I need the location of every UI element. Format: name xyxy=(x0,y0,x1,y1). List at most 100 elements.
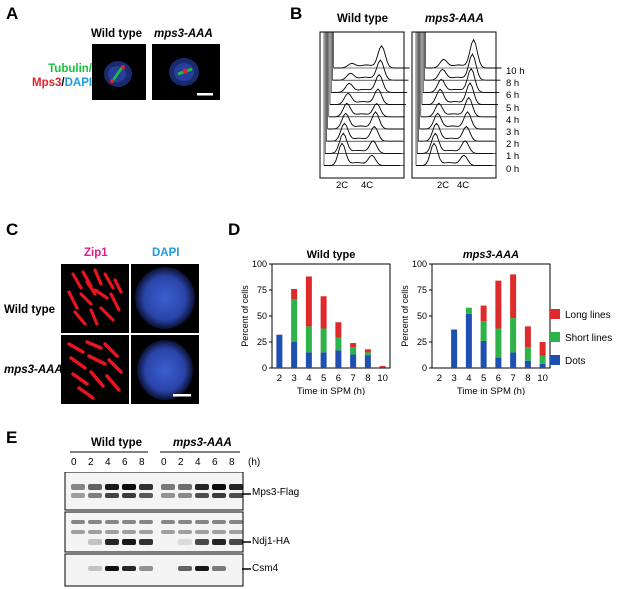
xtick-label: 10 xyxy=(377,373,388,384)
wt-2c-label: 2C xyxy=(336,180,349,191)
ytick-label: 25 xyxy=(257,337,267,347)
bar-short-lines xyxy=(364,352,371,356)
ytick-label: 100 xyxy=(412,259,427,269)
xtick-label: 4 xyxy=(466,373,471,384)
bar-dots xyxy=(451,329,458,368)
bar-short-lines xyxy=(305,326,312,353)
facs-trace xyxy=(423,67,500,93)
scale-bar xyxy=(197,93,213,96)
chart-frame-1 xyxy=(431,263,551,369)
facs-trace xyxy=(332,59,409,81)
bar-long-lines xyxy=(350,343,357,348)
blot-0 xyxy=(64,472,244,511)
panel-c-micrographs xyxy=(61,264,199,404)
panel-c-col-zip1: Zip1 xyxy=(84,247,108,259)
facs-trace xyxy=(419,111,496,130)
scale-bar-c xyxy=(173,394,191,397)
wt-4c-label: 4C xyxy=(361,180,374,191)
facs-trace xyxy=(416,142,492,167)
panel-a-label: A xyxy=(6,4,19,23)
bar-short-lines xyxy=(524,347,531,361)
bar-long-lines xyxy=(335,322,342,338)
bar-dots xyxy=(320,352,327,368)
timepoint-6: 2 h xyxy=(506,139,520,151)
xtick-label: 3 xyxy=(451,373,456,384)
legend-long-lines: Long lines xyxy=(550,304,612,327)
bar-dots xyxy=(305,352,312,368)
ylabel-0: Percent of cells xyxy=(240,285,250,347)
ytick-label: 25 xyxy=(417,337,427,347)
facs-trace xyxy=(333,44,410,69)
xtick-label: 8 xyxy=(365,373,370,384)
panel-a-micrographs xyxy=(92,44,220,100)
bar-short-lines xyxy=(350,347,357,355)
legend-label-dots: Dots xyxy=(565,356,586,367)
chart-frame-0 xyxy=(271,263,391,369)
bar-long-lines xyxy=(539,342,546,356)
legend-swatch-long xyxy=(550,309,560,319)
bar-short-lines xyxy=(291,299,298,342)
bar-short-lines xyxy=(465,307,472,314)
bar-long-lines xyxy=(364,349,371,353)
bar-dots xyxy=(350,354,357,368)
lane-unit: (h) xyxy=(248,457,261,468)
bar-long-lines xyxy=(480,305,487,322)
lane-label: 2 xyxy=(178,457,184,468)
chart-title-1: mps3-AAA xyxy=(463,249,519,261)
panel-e-label: E xyxy=(6,428,18,447)
panel-b-mut-title: mps3-AAA xyxy=(425,13,484,25)
bar-dots xyxy=(480,340,487,368)
bar-long-lines xyxy=(510,274,517,319)
facs-trace xyxy=(424,53,501,81)
blot-1 xyxy=(64,511,244,553)
panel-e-wt-title: Wild type xyxy=(91,437,143,449)
bar-dots xyxy=(539,363,546,368)
ytick-label: 0 xyxy=(422,363,427,373)
panel-a-stain-legend: Tubulin/ Mps3/DAPI xyxy=(32,62,92,90)
ytick-label: 50 xyxy=(257,311,267,321)
bar-long-lines xyxy=(320,296,327,329)
xlabel-1: Time in SPM (h) xyxy=(457,386,525,395)
panel-c-row-wt: Wild type xyxy=(4,304,56,316)
xlabel-0: Time in SPM (h) xyxy=(297,386,365,395)
panel-c-label: C xyxy=(6,220,19,239)
legend-swatch-short xyxy=(550,332,560,342)
facs-trace xyxy=(328,102,405,118)
timepoint-0: 10 h xyxy=(506,66,525,77)
ytick-label: 75 xyxy=(257,285,267,295)
facs-trace xyxy=(327,111,404,130)
panel-b-wt-title: Wild type xyxy=(337,13,389,25)
bar-short-lines xyxy=(335,337,342,351)
bar-dots xyxy=(495,357,502,368)
stain-dapi: DAPI xyxy=(64,77,93,89)
panel-e-mut-title: mps3-AAA xyxy=(173,437,232,449)
ytick-label: 0 xyxy=(262,363,267,373)
chart-title-0: Wild type xyxy=(307,249,356,261)
timepoint-4: 4 h xyxy=(506,114,520,126)
xtick-label: 5 xyxy=(321,373,326,384)
xtick-label: 6 xyxy=(496,373,501,384)
bar-dots xyxy=(510,352,517,368)
lane-label: 2 xyxy=(88,457,94,468)
facs-trace xyxy=(330,88,406,106)
bar-short-lines xyxy=(539,355,546,364)
timepoint-5: 3 h xyxy=(506,127,520,139)
facs-trace xyxy=(325,132,402,154)
facs-trace xyxy=(417,132,494,154)
xtick-label: 3 xyxy=(291,373,296,384)
facs-trace xyxy=(418,122,495,142)
timepoint-1: 8 h xyxy=(506,78,520,90)
panel-d-legend: Long lines Short lines Dots xyxy=(550,304,612,373)
facs-trace xyxy=(324,142,400,167)
bar-dots xyxy=(335,350,342,368)
bar-long-lines xyxy=(305,276,312,327)
bar-long-lines xyxy=(495,280,502,329)
xtick-label: 10 xyxy=(537,373,548,384)
timepoint-8: 0 h xyxy=(506,163,520,175)
xtick-label: 2 xyxy=(437,373,442,384)
timepoint-2: 6 h xyxy=(506,90,520,102)
stain-tubulin: Tubulin/ xyxy=(48,63,92,75)
bar-short-lines xyxy=(510,318,517,353)
